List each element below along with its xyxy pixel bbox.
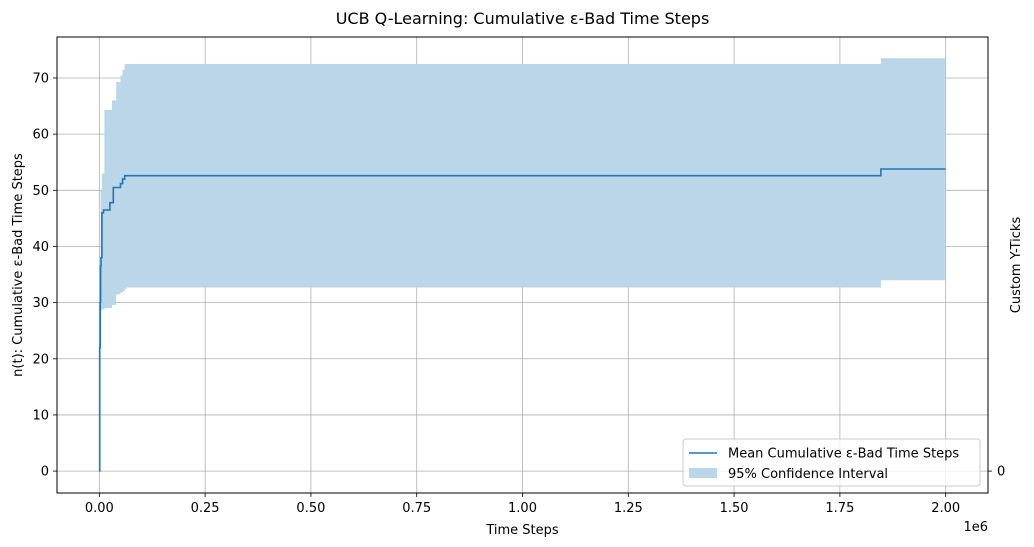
y-tick-label-1: 10 (32, 408, 49, 423)
legend-label-confidence-band: 95% Confidence Interval (728, 467, 888, 482)
mean-line-layer (98, 168, 946, 472)
x-tick-label-7: 1.75 (825, 501, 854, 516)
y-axis-label: n(t): Cumulative ε-Bad Time Steps (11, 153, 26, 377)
x-tick-label-0: 0.00 (85, 501, 114, 516)
y-axis-ticks: 0 10 20 30 40 50 60 70 (32, 71, 57, 480)
x-tick-label-4: 1.00 (508, 501, 537, 516)
legend-swatch-confidence-band (689, 468, 717, 478)
confidence-band-layer (99, 58, 946, 472)
x-axis-offset-label: 1e6 (963, 520, 988, 535)
x-tick-label-1: 0.25 (191, 501, 220, 516)
x-tick-label-8: 2.00 (931, 501, 960, 516)
y-tick-label-5: 50 (32, 184, 49, 199)
legend: Mean Cumulative ε-Bad Time Steps 95% Con… (682, 438, 981, 487)
confidence-band (99, 58, 946, 472)
x-axis-label: Time Steps (485, 523, 559, 538)
x-axis-ticks: 0.00 0.25 0.50 0.75 1.00 1.25 1.50 1.75 2.00 (85, 493, 960, 516)
chart-title: UCB Q-Learning: Cumulative ε-Bad Time St… (336, 9, 710, 28)
mean-line (98, 168, 946, 472)
right-y-tick-label-0: 0 (997, 465, 1005, 480)
y-tick-label-7: 70 (32, 71, 49, 86)
x-tick-label-3: 0.75 (402, 501, 431, 516)
y-tick-label-0: 0 (41, 465, 49, 480)
y-tick-label-2: 20 (32, 352, 49, 367)
x-tick-label-6: 1.50 (720, 501, 749, 516)
y-tick-label-6: 60 (32, 128, 49, 143)
x-tick-label-5: 1.25 (614, 501, 643, 516)
legend-box (682, 438, 981, 487)
legend-label-mean-line: Mean Cumulative ε-Bad Time Steps (728, 447, 959, 462)
y-tick-label-3: 30 (32, 296, 49, 311)
right-y-axis-label: Custom Y-Ticks (1009, 217, 1024, 314)
right-y-axis-ticks: 0 (988, 465, 1005, 480)
x-tick-label-2: 0.50 (296, 501, 325, 516)
y-tick-label-4: 40 (32, 240, 49, 255)
